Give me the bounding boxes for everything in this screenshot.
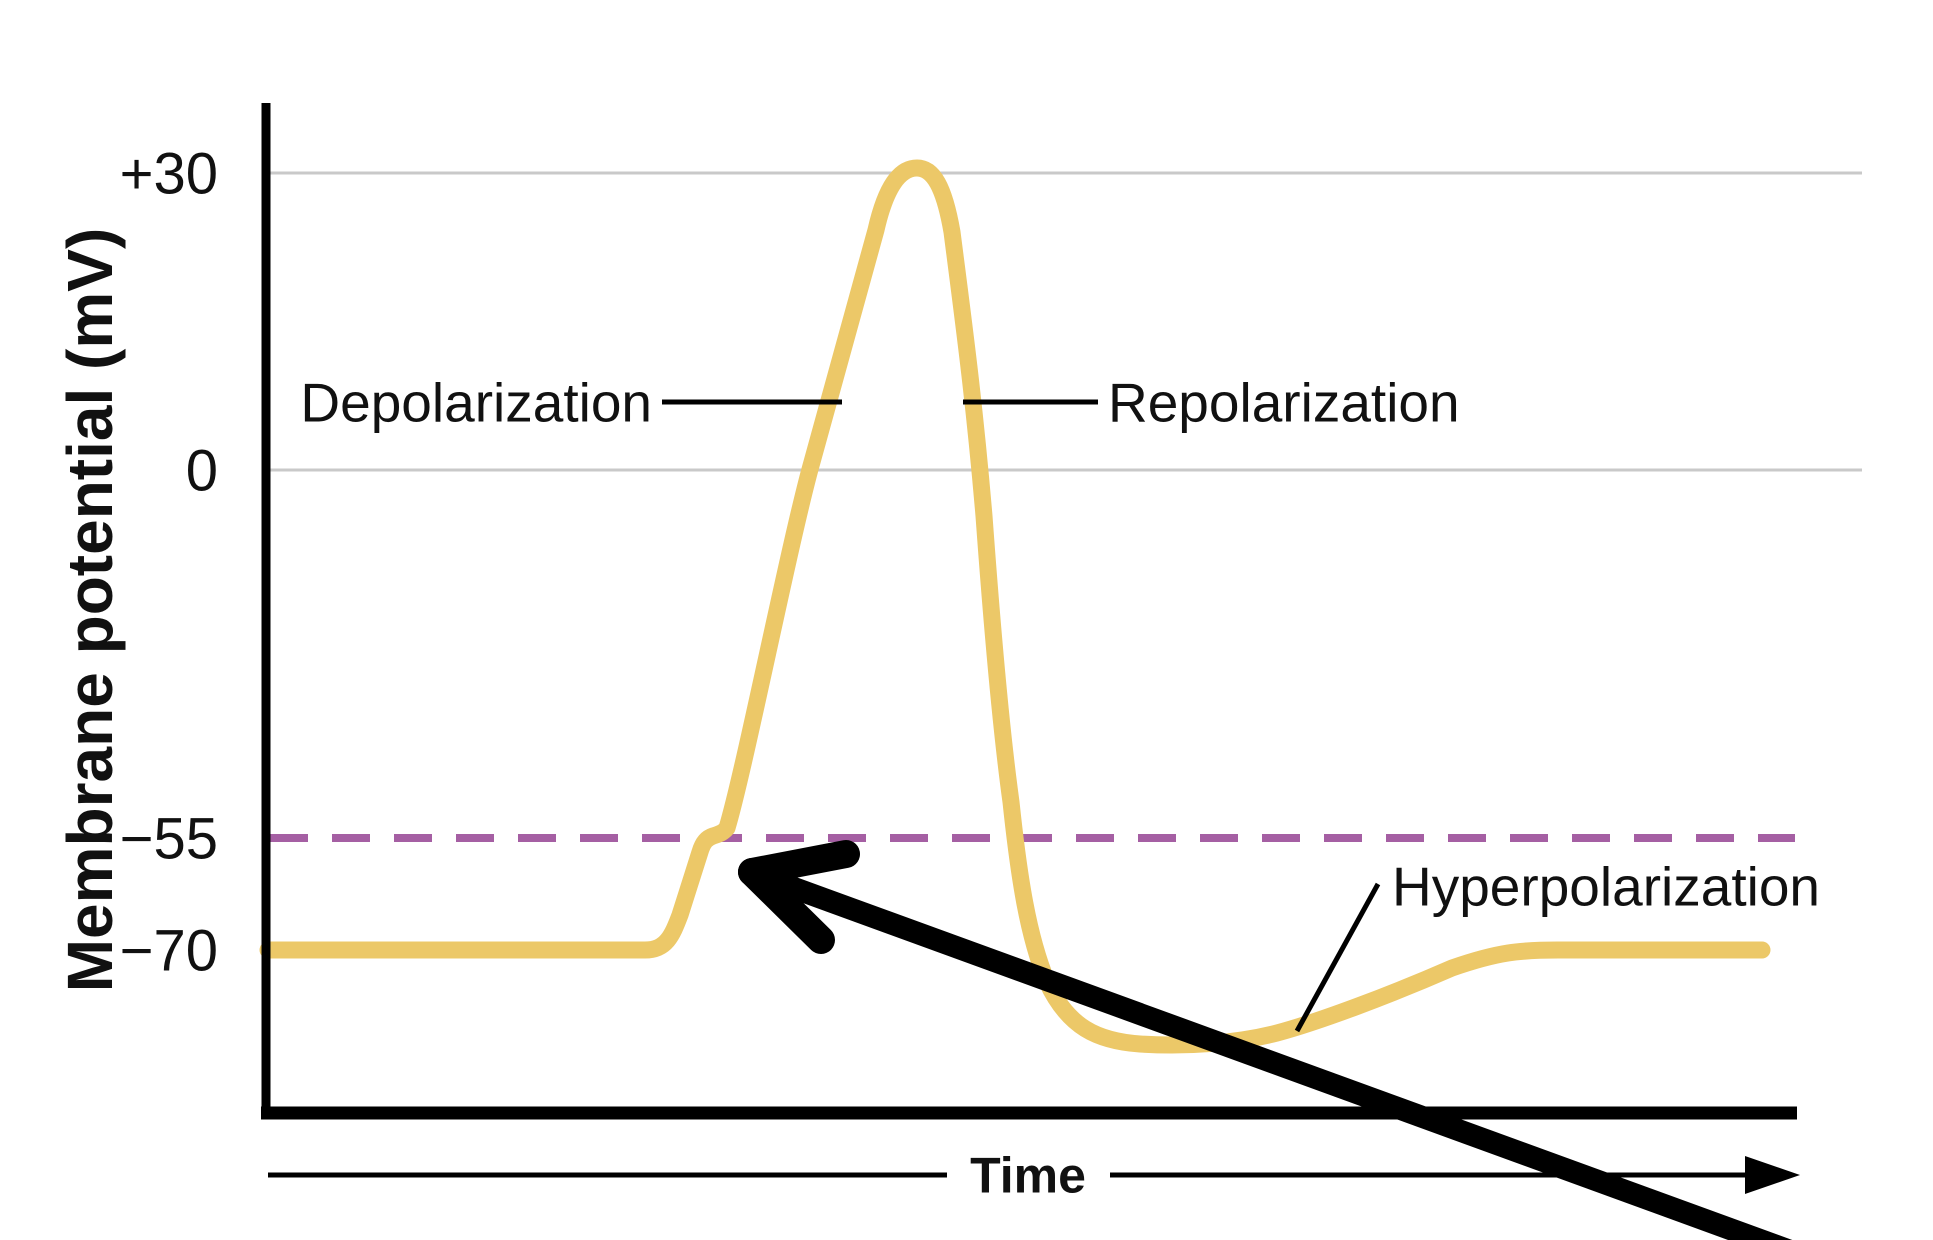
y-tick-plus30: +30 [120, 141, 218, 206]
x-axis-title: Time [970, 1148, 1086, 1204]
hyperpolarization-label: Hyperpolarization [1392, 855, 1820, 917]
time-axis-arrowhead-icon [1745, 1156, 1800, 1194]
membrane-potential-trace [259, 159, 1771, 1054]
threshold-pointer-arrow-icon [738, 840, 1793, 1240]
y-tick-zero: 0 [186, 438, 218, 503]
repolarization-label: Repolarization [1108, 371, 1460, 433]
y-tick-minus70: −70 [120, 918, 218, 983]
y-tick-minus55: −55 [120, 806, 218, 871]
hyperpolarization-leader-line [1294, 882, 1381, 1033]
pointer-arrow-shaft [768, 869, 1793, 1240]
pointer-arrow-barb-lower [738, 858, 835, 954]
y-axis-title: Membrane potential (mV) [54, 228, 126, 993]
depolarization-label: Depolarization [300, 371, 652, 433]
